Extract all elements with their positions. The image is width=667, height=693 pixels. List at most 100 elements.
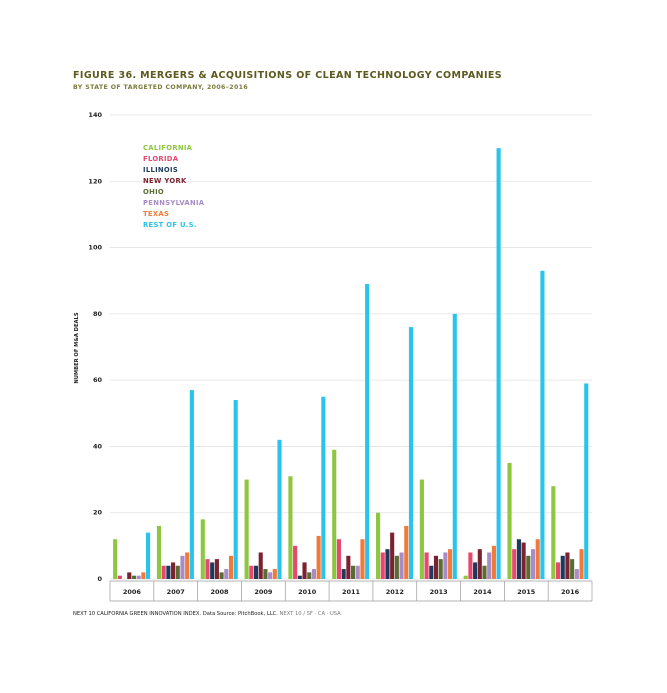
bar-rest-of-u-s--2007	[189, 390, 194, 579]
org-text: NEXT 10 / SF · CA · USA	[277, 611, 341, 617]
bar-florida-2011	[336, 539, 341, 579]
bar-rest-of-u-s--2012	[408, 327, 414, 579]
bar-california-2013	[419, 479, 424, 579]
bar-rest-of-u-s--2016	[584, 383, 589, 579]
bar-ohio-2009	[263, 569, 268, 579]
bar-rest-of-u-s--2006	[146, 532, 151, 579]
bar-rest-of-u-s--2015	[540, 270, 545, 579]
bar-ohio-2013	[438, 559, 443, 579]
bar-texas-2009	[272, 569, 277, 579]
legend-entry: REST OF U.S.	[143, 221, 197, 229]
bar-new-york-2006	[127, 572, 132, 579]
bar-ohio-2016	[570, 559, 575, 579]
bar-ohio-2012	[394, 555, 399, 579]
bar-ohio-2015	[526, 555, 531, 579]
y-tick-label: 120	[88, 177, 102, 185]
y-tick-label: 80	[93, 310, 103, 318]
bar-ohio-2014	[482, 565, 487, 579]
bar-california-2009	[244, 479, 249, 579]
x-tick-label: 2012	[386, 588, 404, 596]
y-tick-label: 60	[93, 376, 103, 384]
legend: CALIFORNIA FLORIDA ILLINOIS NEW YORK OHIO PEN…	[143, 144, 205, 229]
y-axis-label: NUMBER OF M&A DEALS	[74, 312, 80, 383]
x-tick-label: 2007	[167, 588, 185, 596]
bar-florida-2007	[161, 565, 166, 579]
bar-ohio-2010	[307, 572, 312, 579]
bar-ohio-2011	[351, 565, 356, 579]
bar-rest-of-u-s--2013	[452, 313, 457, 579]
bar-new-york-2010	[302, 562, 307, 579]
bar-rest-of-u-s--2011	[365, 284, 370, 579]
bar-rest-of-u-s--2008	[233, 400, 238, 579]
source-text: NEXT 10 CALIFORNIA GREEN INNOVATION INDE…	[73, 611, 278, 617]
bar-ohio-2007	[175, 565, 180, 579]
bar-rest-of-u-s--2010	[321, 396, 326, 579]
bar-pennsylvania-2011	[355, 565, 360, 579]
bar-florida-2016	[555, 562, 561, 579]
bar-illinois-2012	[385, 549, 390, 579]
bar-ohio-2006	[131, 575, 137, 579]
bar-florida-2015	[512, 549, 517, 579]
bar-texas-2015	[535, 539, 540, 579]
bar-california-2015	[507, 463, 512, 579]
bar-pennsylvania-2016	[574, 569, 579, 579]
bar-florida-2010	[293, 545, 298, 579]
bar-texas-2014	[491, 545, 496, 579]
legend-entry: PENNSYLVANIA	[143, 199, 205, 207]
bar-florida-2006	[117, 575, 122, 579]
bar-illinois-2015	[516, 539, 521, 579]
legend-entry: ILLINOIS	[143, 166, 178, 174]
bar-new-york-2016	[565, 552, 570, 579]
bar-new-york-2015	[521, 542, 526, 579]
y-tick-label: 100	[88, 244, 102, 252]
bar-pennsylvania-2015	[530, 549, 536, 579]
x-tick-label: 2011	[342, 588, 361, 596]
bar-texas-2007	[185, 552, 190, 579]
bar-new-york-2013	[433, 555, 439, 579]
bar-pennsylvania-2009	[268, 572, 273, 579]
bar-texas-2011	[360, 539, 365, 579]
bar-ohio-2008	[219, 572, 224, 579]
bar-pennsylvania-2006	[136, 575, 141, 579]
x-tick-label: 2014	[473, 588, 492, 596]
bar-illinois-2009	[253, 565, 259, 579]
legend-entry: NEW YORK	[143, 177, 187, 185]
footer-source: NEXT 10 CALIFORNIA GREEN INNOVATION INDE…	[73, 611, 341, 617]
bar-california-2006	[113, 539, 118, 579]
bar-new-york-2007	[171, 562, 176, 579]
legend-entry: CALIFORNIA	[143, 144, 193, 152]
bar-pennsylvania-2013	[443, 552, 448, 579]
bar-florida-2014	[468, 552, 473, 579]
bar-pennsylvania-2014	[487, 552, 492, 579]
bar-florida-2013	[424, 552, 429, 579]
x-axis: 2006 2007 2008 2009 2010 2011 2012 2013 2014 2015…	[109, 580, 593, 602]
bar-illinois-2008	[210, 562, 215, 579]
bar-illinois-2016	[560, 555, 565, 579]
x-tick-label: 2006	[123, 588, 142, 596]
y-tick-label: 20	[93, 509, 103, 517]
bar-rest-of-u-s--2009	[277, 439, 282, 579]
bar-texas-2008	[228, 555, 234, 579]
bar-texas-2006	[141, 572, 146, 579]
bar-new-york-2009	[258, 552, 263, 579]
chart-title: FIGURE 36. MERGERS & ACQUISITIONS OF CLE…	[73, 70, 503, 81]
legend-entry: OHIO	[143, 188, 164, 196]
bar-new-york-2014	[477, 549, 482, 579]
bar-california-2014	[463, 575, 468, 579]
bar-pennsylvania-2007	[180, 555, 185, 579]
bar-california-2010	[288, 476, 293, 579]
bar-california-2008	[200, 519, 205, 579]
bar-california-2012	[376, 512, 381, 579]
y-tick-label: 140	[88, 111, 102, 119]
y-tick-labels: 0 20 40 60 80 100 120 140	[88, 111, 102, 583]
x-tick-label: 2013	[430, 588, 448, 596]
y-tick-label: 40	[93, 442, 103, 450]
x-tick-label: 2009	[254, 588, 273, 596]
bar-new-york-2011	[346, 555, 351, 579]
bar-california-2007	[156, 525, 162, 579]
bar-pennsylvania-2008	[224, 569, 229, 579]
bar-new-york-2008	[214, 559, 219, 579]
bar-illinois-2014	[473, 562, 478, 579]
bar-florida-2008	[205, 559, 210, 579]
